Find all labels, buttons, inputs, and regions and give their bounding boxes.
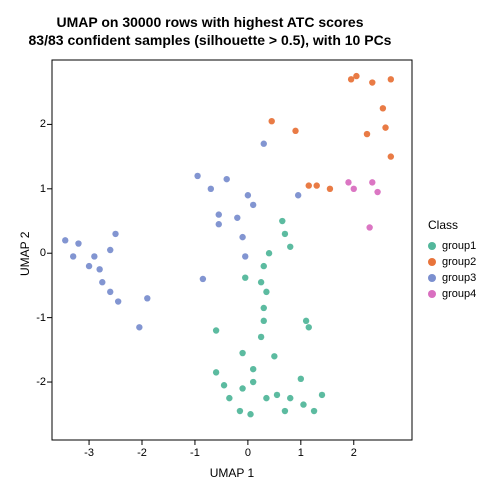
chart-container: UMAP on 30000 rows with highest ATC scor… bbox=[0, 0, 504, 504]
y-tick-label: -2 bbox=[28, 376, 46, 388]
x-tick-label: 0 bbox=[245, 447, 251, 459]
x-tick-label: 1 bbox=[298, 447, 304, 459]
legend-item: group4 bbox=[428, 286, 476, 302]
legend-swatch bbox=[428, 242, 436, 250]
legend-swatch bbox=[428, 258, 436, 266]
legend-title: Class bbox=[428, 218, 476, 232]
legend-label: group4 bbox=[442, 288, 476, 300]
y-tick-label: 2 bbox=[28, 118, 46, 130]
legend-item: group2 bbox=[428, 254, 476, 270]
legend-swatch bbox=[428, 274, 436, 282]
legend-item: group3 bbox=[428, 270, 476, 286]
y-axis-label: UMAP 2 bbox=[18, 232, 32, 276]
legend-label: group2 bbox=[442, 256, 476, 268]
legend-item: group1 bbox=[428, 238, 476, 254]
legend-label: group1 bbox=[442, 240, 476, 252]
legend-label: group3 bbox=[442, 272, 476, 284]
y-tick-label: -1 bbox=[28, 312, 46, 324]
x-tick-label: -3 bbox=[84, 447, 94, 459]
x-tick-label: 2 bbox=[351, 447, 357, 459]
x-tick-label: -2 bbox=[137, 447, 147, 459]
legend: Class group1 group2 group3 group4 bbox=[428, 218, 476, 302]
x-tick-label: -1 bbox=[190, 447, 200, 459]
x-axis-label: UMAP 1 bbox=[52, 466, 412, 480]
y-tick-label: 1 bbox=[28, 183, 46, 195]
legend-swatch bbox=[428, 290, 436, 298]
